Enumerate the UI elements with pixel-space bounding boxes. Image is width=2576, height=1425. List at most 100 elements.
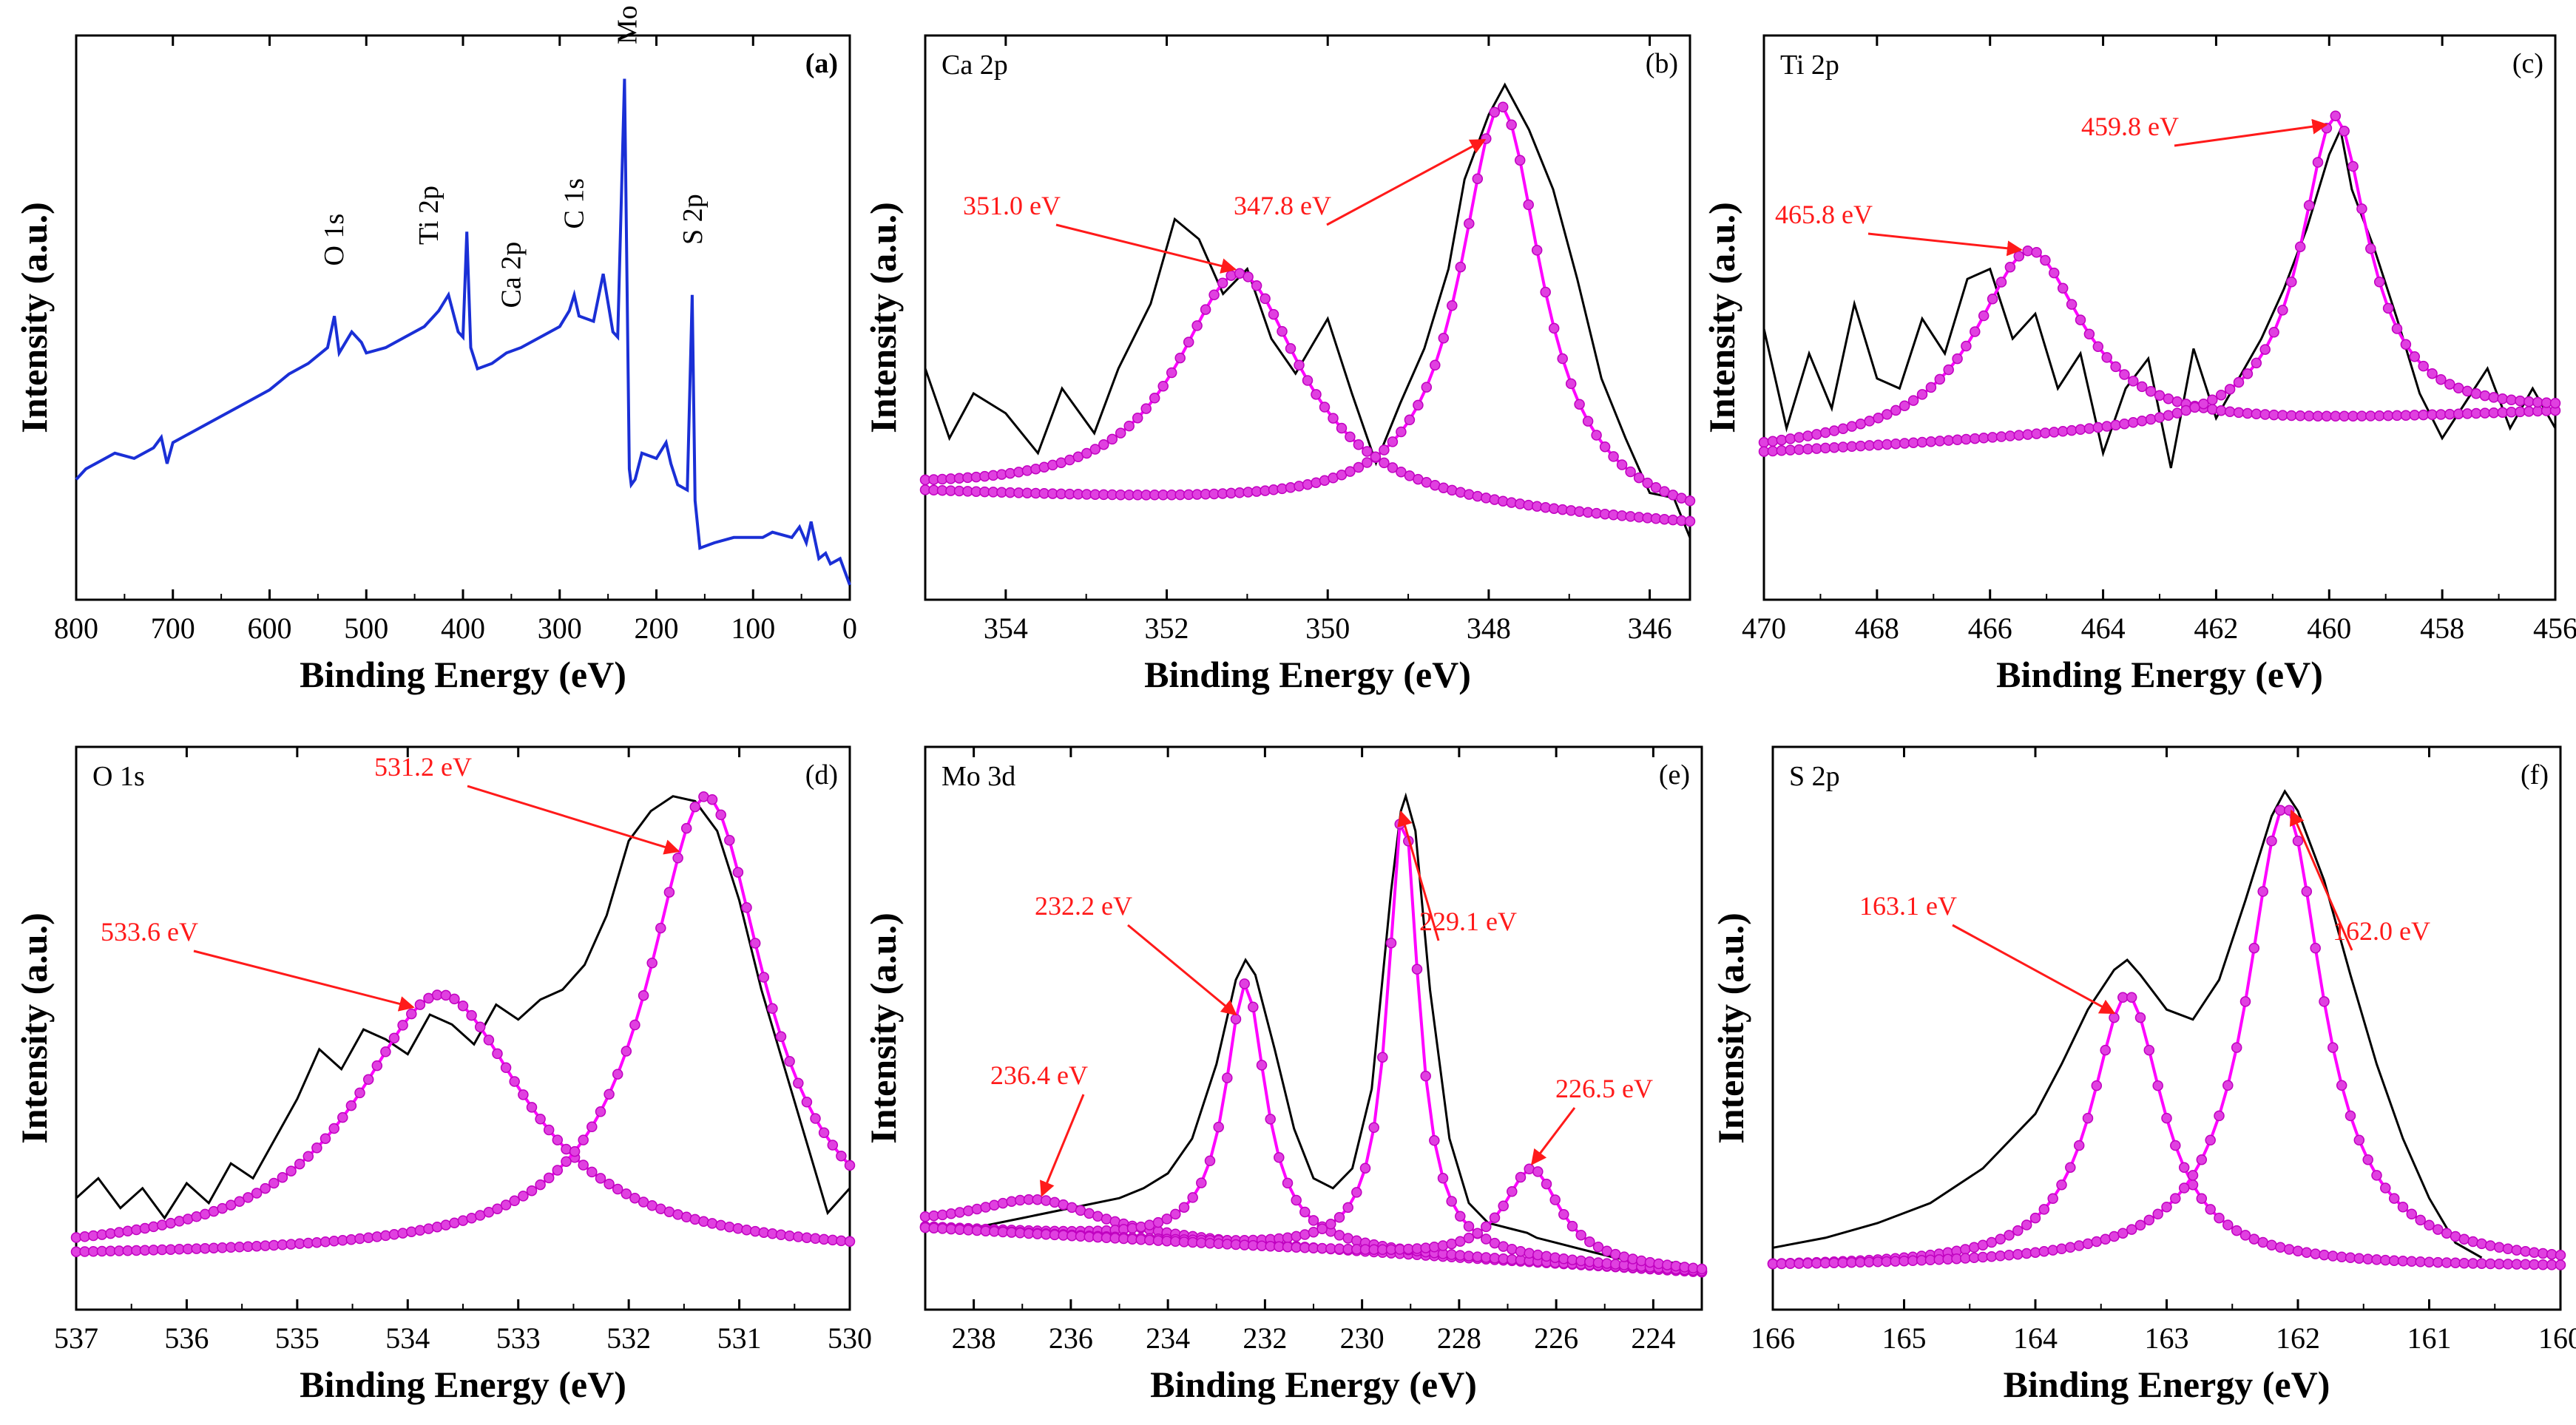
fit-marker [604,1178,615,1190]
fit-marker [818,1127,830,1139]
fit-marker [2388,1255,2400,1266]
fit-peak-1 [1758,246,2561,448]
fit-marker [1670,1260,1682,1272]
peak-label: 351.0 eV [963,191,1061,220]
fit-marker [1174,352,1186,364]
fit-peak-2 [1767,805,2566,1270]
fit-marker [775,1031,787,1043]
fit-marker [2424,1256,2435,1267]
fit-marker [2488,407,2500,419]
fit-marker [569,1145,581,1157]
fit-marker [1627,1253,1638,1265]
survey-peak-label: Ti 2p [413,186,444,245]
fit-marker [2257,886,2268,897]
x-tick-label: 537 [54,1321,98,1355]
fit-marker [1149,393,1160,404]
fit-marker [1463,1232,1475,1244]
fit-marker [706,793,718,805]
fit-marker [2373,410,2385,422]
fit-marker [2047,1193,2058,1204]
fit-marker [1178,1202,1190,1213]
fit-marker [767,1003,778,1015]
x-tick-label: 346 [1628,612,1672,645]
fit-marker [1089,444,1101,455]
fit-marker [980,1202,991,1213]
x-tick-label: 800 [54,612,98,645]
peak-label: 226.5 eV [1555,1074,1653,1103]
fit-marker [2040,427,2051,439]
fit-marker [1455,261,1467,273]
fit-marker [388,1229,400,1240]
fit-marker [1268,308,1279,320]
fit-marker [2485,1258,2496,1270]
fit-marker [1437,1173,1449,1184]
x-tick-label: 536 [164,1321,209,1355]
peak-label: 465.8 eV [1775,200,1873,229]
fit-marker [2161,1201,2172,1213]
fit-marker [2091,1080,2103,1091]
fit-marker [1248,1001,1259,1012]
fit-marker [1430,359,1441,371]
fit-marker [1925,382,1937,393]
fit-marker [354,1087,365,1099]
fit-marker [1890,1256,1901,1267]
fit-marker [844,1236,856,1247]
x-tick-label: 162 [2276,1321,2320,1355]
fit-marker [2424,1219,2435,1231]
fit-marker [2502,1243,2514,1255]
fit-marker [2266,835,2277,847]
fit-marker [2470,407,2482,419]
fit-marker [474,1021,486,1033]
x-tick-label: 460 [2307,612,2351,645]
fit-marker [2506,407,2517,418]
fit-marker [2075,314,2086,325]
fit-marker [414,999,426,1010]
fit-marker [371,1060,383,1072]
fit-marker [2406,1256,2418,1267]
fit-marker [1916,1255,1927,1266]
fit-marker [1582,416,1594,427]
fit-marker [1377,1052,1388,1063]
fit-marker [1828,441,1840,453]
fit-marker [1230,1013,1242,1025]
fit-marker [2012,1248,2024,1260]
fit-marker [165,1217,177,1229]
fit-marker [2163,393,2174,405]
fit-marker [2339,410,2350,422]
fit-marker [1684,495,1696,507]
fit-marker [2040,254,2051,266]
fit-marker [1387,462,1399,473]
fit-marker [1924,1254,1936,1266]
fit-marker [2502,1259,2514,1270]
x-tick-label: 300 [538,612,582,645]
fit-marker [1243,271,1254,282]
x-tick-label: 224 [1631,1321,1675,1355]
x-tick-label: 230 [1340,1321,1385,1355]
fit-marker [2458,1233,2470,1245]
fit-marker [2371,1170,2382,1181]
fit-marker [1548,322,1560,334]
fit-marker [2073,1140,2085,1151]
x-tick-label: 458 [2420,612,2464,645]
fit-marker [1557,353,1568,365]
fit-marker [2128,417,2139,428]
fit-marker [2222,1080,2234,1091]
fit-marker [1767,436,1779,447]
fit-marker [801,1097,813,1108]
fit-marker [1239,978,1250,989]
fit-marker [2248,1233,2260,1245]
fit-marker [1794,1258,1805,1269]
fit-marker [500,1062,512,1074]
x-tick-label: 236 [1049,1321,1093,1355]
fit-marker [989,1199,1000,1211]
fit-marker [1316,1223,1328,1234]
fit-marker [1933,1254,1945,1265]
fit-marker [2345,1110,2356,1122]
fit-marker [2347,160,2359,172]
fit-marker [2303,410,2315,422]
fit-marker [1819,427,1831,439]
y-axis-title: Intensity (a.u.) [862,913,904,1144]
fit-marker [2205,1134,2216,1146]
fit-marker [629,1192,640,1204]
x-axis: 470 468 466 464 462 460 458 456 [1742,35,2576,645]
